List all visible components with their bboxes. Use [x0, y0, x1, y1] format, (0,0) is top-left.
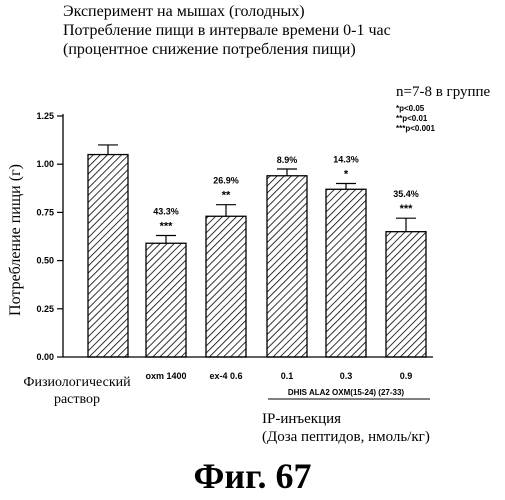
x-category-label-0: Физиологический раствор	[12, 374, 142, 408]
bar	[386, 232, 426, 357]
percent-reduction-label: 35.4%	[393, 189, 419, 199]
bar	[326, 189, 366, 357]
bar	[267, 176, 307, 357]
y-tick-label: 0.75	[36, 207, 54, 217]
x-category-label: 0.3	[340, 371, 353, 381]
significance-stars: ***	[400, 203, 414, 215]
y-tick-label: 1.00	[36, 159, 54, 169]
percent-reduction-label: 14.3%	[333, 154, 359, 164]
percent-reduction-label: 26.9%	[213, 176, 239, 186]
route-line-2: (Доза пептидов, нмоль/кг)	[262, 428, 430, 446]
x-category-label: oxm 1400	[145, 371, 186, 381]
significance-stars: *	[344, 168, 349, 180]
x-category-label: ex-4 0.6	[209, 371, 242, 381]
significance-stars: ***	[160, 221, 174, 233]
x-category-label: 0.9	[400, 371, 413, 381]
y-axis-label: Потребление пищи (г)	[7, 164, 24, 316]
y-tick-label: 0.00	[36, 352, 54, 362]
injection-route-note: IP-инъекция (Доза пептидов, нмоль/кг)	[262, 410, 430, 446]
route-line-1: IP-инъекция	[262, 410, 430, 428]
y-tick-label: 0.25	[36, 304, 54, 314]
x-category-label: 0.1	[281, 371, 294, 381]
dose-group-label: DHIS ALA2 OXM(15-24) (27-33)	[288, 388, 405, 397]
bar	[146, 243, 186, 357]
percent-reduction-label: 43.3%	[153, 207, 179, 217]
y-tick-label: 1.25	[36, 111, 54, 121]
bar	[88, 155, 128, 357]
bar	[206, 216, 246, 357]
y-tick-label: 0.50	[36, 256, 54, 266]
percent-reduction-label: 8.9%	[277, 155, 298, 165]
significance-stars: **	[222, 190, 231, 202]
figure-number: Фиг. 67	[0, 455, 505, 497]
